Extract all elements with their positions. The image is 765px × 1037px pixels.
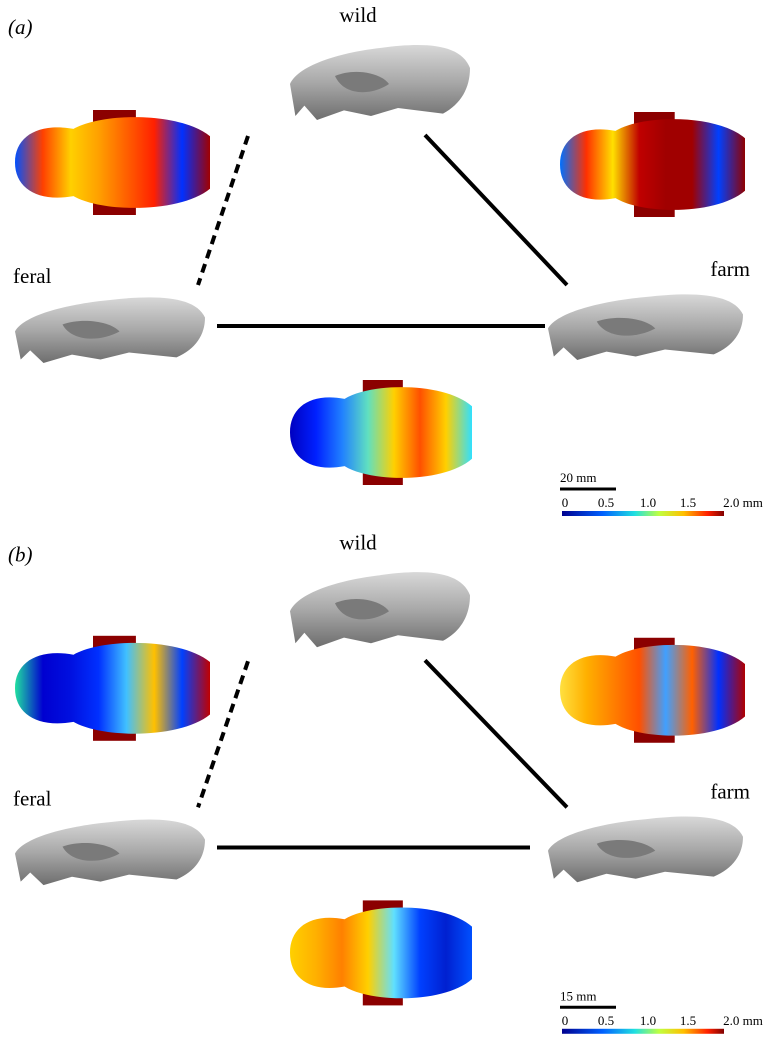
colorbar-tick-label: 0 [562, 495, 569, 510]
colorbar-tick-label: 2.0 mm [723, 495, 763, 510]
skull-dorsal-heatmap [290, 380, 472, 485]
skull-detail [335, 71, 389, 93]
skull-dorsal-heatmap [560, 637, 745, 743]
skull-shape [560, 644, 745, 736]
colorbar-tick-label: 1.5 [680, 495, 696, 510]
colorbar-tick-label: 1.0 [640, 1013, 656, 1028]
skull-lateral [290, 572, 470, 648]
skull-detail [596, 840, 656, 858]
left-label: feral [13, 264, 52, 288]
colorbar-tick-label: 0 [562, 1013, 569, 1028]
top-label: wild [339, 3, 377, 27]
skull-shape [15, 117, 210, 208]
dashed-connector [196, 135, 250, 286]
top-label: wild [339, 531, 377, 555]
left-label: feral [13, 786, 52, 810]
solid-connector [423, 658, 569, 809]
skull-shape [560, 119, 745, 210]
skull-detail [596, 317, 656, 336]
dashed-connector [196, 660, 250, 808]
skull-lateral [15, 819, 205, 886]
colorbar-tick-label: 1.5 [680, 1013, 696, 1028]
skull-dorsal-heatmap [560, 112, 745, 217]
skull-detail [62, 320, 120, 339]
scale-bar-label: 15 mm [560, 988, 596, 1003]
skull-lateral [548, 294, 743, 360]
skull-shape [290, 387, 472, 478]
colorbar-tick-label: 2.0 mm [723, 1013, 763, 1028]
solid-connector [423, 133, 569, 287]
skull-dorsal-heatmap [15, 635, 210, 741]
panel-label: (b) [8, 542, 33, 566]
scale-bar-label: 20 mm [560, 470, 596, 485]
skull-dorsal-heatmap [290, 900, 472, 1006]
skull-detail [335, 599, 389, 620]
colorbar [562, 1028, 724, 1034]
skull-detail [62, 842, 120, 861]
colorbar-tick-label: 0.5 [598, 1013, 614, 1028]
right-label: farm [710, 257, 750, 281]
skull-lateral [548, 816, 743, 883]
panel-label: (a) [8, 15, 33, 39]
skull-shape [15, 642, 210, 734]
skull-shape [290, 907, 472, 999]
colorbar-tick-label: 1.0 [640, 495, 656, 510]
colorbar [562, 511, 724, 516]
skull-dorsal-heatmap [15, 110, 210, 215]
skull-lateral [15, 297, 205, 363]
colorbar-tick-label: 0.5 [598, 495, 614, 510]
skull-lateral [290, 44, 470, 120]
right-label: farm [710, 779, 750, 803]
